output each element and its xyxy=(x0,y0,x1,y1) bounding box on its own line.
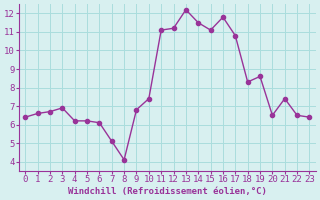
X-axis label: Windchill (Refroidissement éolien,°C): Windchill (Refroidissement éolien,°C) xyxy=(68,187,267,196)
